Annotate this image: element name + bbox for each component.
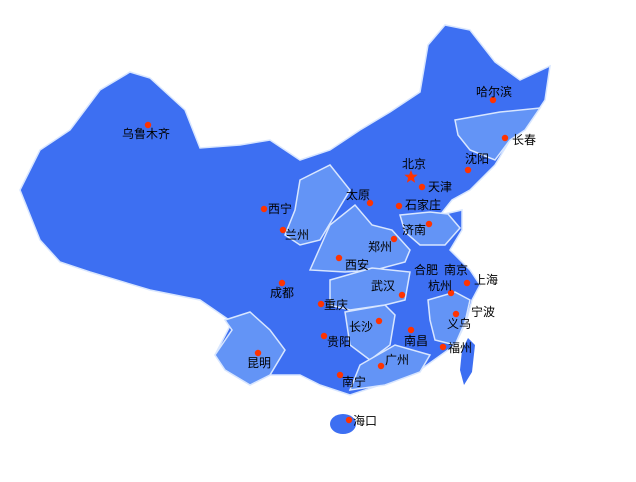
capital-star-icon[interactable]: [404, 170, 418, 183]
city-dot[interactable]: [425, 220, 433, 228]
city-dot[interactable]: [144, 121, 152, 129]
city-label[interactable]: 乌鲁木齐: [122, 127, 171, 141]
city-label[interactable]: 济南: [402, 223, 427, 237]
taiwan-island[interactable]: [460, 338, 475, 385]
city-dot[interactable]: [489, 96, 497, 104]
region-guangdong[interactable]: [348, 344, 432, 391]
city-dot[interactable]: [335, 254, 343, 262]
city-label[interactable]: 昆明: [247, 356, 272, 370]
region-gansu[interactable]: [284, 164, 351, 246]
city-dot[interactable]: [452, 310, 460, 318]
region-hubei[interactable]: [329, 267, 411, 311]
city-dot[interactable]: [398, 291, 406, 299]
city-dot[interactable]: [279, 226, 287, 234]
city-label[interactable]: 武汉: [371, 279, 396, 293]
city-dot[interactable]: [407, 326, 415, 334]
city-dot[interactable]: [260, 205, 268, 213]
city-label[interactable]: 天津: [428, 180, 453, 194]
city-dot[interactable]: [395, 202, 403, 210]
city-label[interactable]: 南昌: [404, 334, 429, 348]
city-label[interactable]: 石家庄: [405, 198, 442, 212]
city-dot[interactable]: [366, 199, 374, 207]
region-yunnan[interactable]: [214, 311, 286, 386]
city-label[interactable]: 贵阳: [327, 335, 352, 349]
city-dot[interactable]: [375, 317, 383, 325]
city-label[interactable]: 哈尔滨: [476, 85, 513, 99]
city-dot[interactable]: [464, 166, 472, 174]
city-label[interactable]: 广州: [385, 353, 410, 367]
city-dot[interactable]: [390, 235, 398, 243]
city-dot[interactable]: [345, 416, 353, 424]
city-dot[interactable]: [336, 371, 344, 379]
city-dot[interactable]: [439, 343, 447, 351]
city-label[interactable]: 南宁: [342, 375, 367, 389]
city-label[interactable]: 长沙: [349, 320, 374, 334]
region-shandong[interactable]: [399, 211, 461, 246]
city-dot[interactable]: [278, 279, 286, 287]
city-label[interactable]: 郑州: [368, 240, 393, 254]
city-dot[interactable]: [320, 332, 328, 340]
city-label[interactable]: 兰州: [285, 228, 310, 242]
city-label[interactable]: 海口: [353, 414, 378, 428]
city-label[interactable]: 西宁: [268, 202, 293, 216]
city-dot[interactable]: [463, 279, 471, 287]
city-dot[interactable]: [447, 289, 455, 297]
city-label[interactable]: 上海: [474, 273, 499, 287]
city-label[interactable]: 南京: [444, 263, 469, 277]
city-label[interactable]: 福州: [448, 341, 473, 355]
city-label[interactable]: 北京: [402, 157, 427, 171]
city-dot[interactable]: [377, 362, 385, 370]
region-jilin[interactable]: [454, 107, 542, 161]
city-dot[interactable]: [501, 134, 509, 142]
city-label[interactable]: 西安: [345, 258, 370, 272]
city-label[interactable]: 太原: [346, 188, 371, 202]
city-label[interactable]: 杭州: [428, 279, 453, 293]
region-hunan[interactable]: [344, 304, 396, 361]
city-label[interactable]: 沈阳: [465, 152, 490, 166]
city-dot[interactable]: [418, 183, 426, 191]
city-label[interactable]: 成都: [270, 286, 295, 300]
region-zhejiang-fujian[interactable]: [427, 291, 471, 346]
city-dot[interactable]: [317, 300, 325, 308]
city-label[interactable]: 宁波: [471, 305, 496, 319]
city-label[interactable]: 合肥: [414, 263, 439, 277]
city-label[interactable]: 长春: [512, 133, 537, 147]
city-label[interactable]: 重庆: [324, 298, 349, 312]
city-label[interactable]: 义乌: [447, 317, 472, 331]
city-dot[interactable]: [254, 349, 262, 357]
